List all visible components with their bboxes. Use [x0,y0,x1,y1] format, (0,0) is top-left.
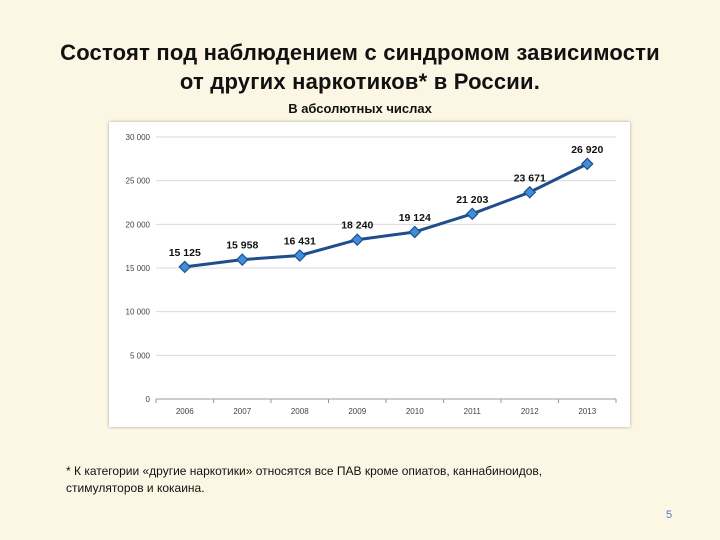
y-tick-label-30000: 30 000 [126,133,151,142]
data-label-2012: 23 671 [514,172,546,184]
data-point-2011 [465,207,479,221]
data-point-2006 [178,260,192,274]
y-tick-label-0: 0 [146,395,151,404]
slide-title: Состоят под наблюдением с синдромом зави… [0,38,720,96]
data-label-2010: 19 124 [399,212,431,224]
slide-title-line-1: Состоят под наблюдением с синдромом зави… [60,40,660,65]
x-tick-label-2011: 2011 [464,407,482,416]
x-tick-label-2006: 2006 [176,407,194,416]
slide-title-line-2: от других наркотиков* в России. [179,69,541,94]
data-label-2007: 15 958 [226,240,258,252]
line-chart: 0 5 000 10 000 15 000 20 000 25 000 30 000 2006… [126,133,617,416]
footnote-line-1: * К категории «другие наркотики» относят… [66,464,543,478]
footnote: * К категории «другие наркотики» относят… [66,463,656,497]
data-point-2012 [523,185,537,199]
data-point-2007 [235,253,249,266]
x-tick-label-2013: 2013 [578,407,596,416]
x-tick-label-2012: 2012 [521,407,539,416]
x-tick-label-2007: 2007 [233,407,251,416]
y-tick-label-15000: 15 000 [126,264,151,273]
data-label-2013: 26 920 [571,144,603,156]
x-tick-label-2010: 2010 [406,407,424,416]
y-tick-label-5000: 5 000 [130,351,151,360]
y-tick-label-20000: 20 000 [126,220,151,229]
data-point-2013 [580,157,594,171]
series-line-0 [184,162,588,269]
page-number: 5 [666,509,673,521]
chart-panel: 0 5 000 10 000 15 000 20 000 25 000 30 000 2006… [109,122,630,427]
x-tick-label-2008: 2008 [291,407,309,416]
footnote-line-2: стимуляторов и кокаина. [66,481,205,495]
chart-subtitle: В абсолютных числах [288,101,432,116]
y-tick-label-10000: 10 000 [126,308,151,317]
data-point-2010 [408,225,422,239]
data-label-2008: 16 431 [284,236,316,248]
data-label-2006: 15 125 [169,247,201,259]
data-point-2009 [350,233,364,247]
data-label-2011: 21 203 [456,194,488,206]
data-point-2008 [293,249,307,262]
x-tick-label-2009: 2009 [348,407,366,416]
y-tick-label-25000: 25 000 [126,177,151,186]
data-label-2009: 18 240 [341,220,373,232]
